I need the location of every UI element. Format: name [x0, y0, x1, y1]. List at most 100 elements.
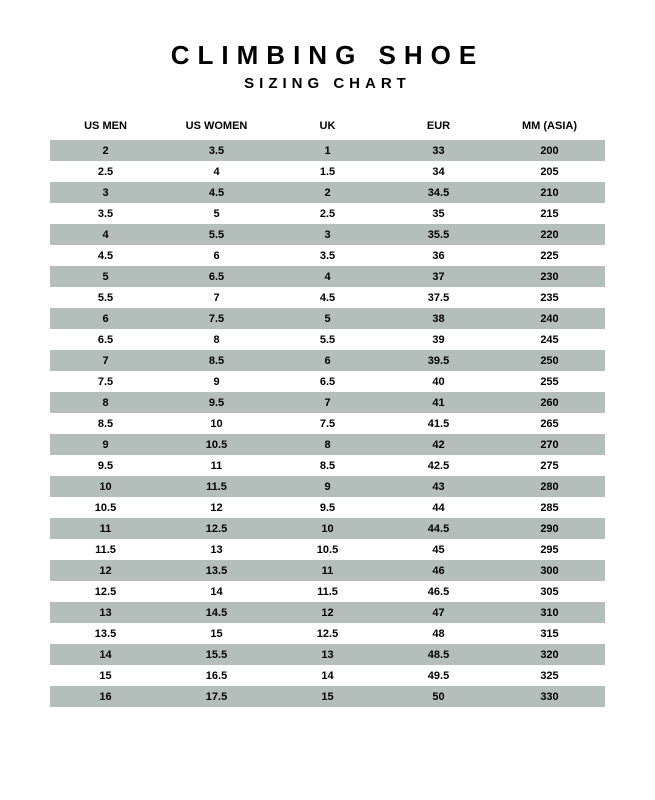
table-cell: 49.5 — [383, 665, 494, 686]
table-row: 1617.51550330 — [50, 686, 605, 707]
table-cell: 3 — [272, 224, 383, 245]
table-cell: 6 — [50, 308, 161, 329]
table-cell: 11.5 — [50, 539, 161, 560]
table-cell: 305 — [494, 581, 605, 602]
table-cell: 15 — [50, 665, 161, 686]
table-row: 6.585.539245 — [50, 329, 605, 350]
table-cell: 3.5 — [50, 203, 161, 224]
table-cell: 9.5 — [272, 497, 383, 518]
table-cell: 210 — [494, 182, 605, 203]
table-cell: 200 — [494, 140, 605, 161]
table-cell: 3.5 — [272, 245, 383, 266]
table-cell: 5.5 — [161, 224, 272, 245]
table-cell: 35.5 — [383, 224, 494, 245]
table-row: 67.5538240 — [50, 308, 605, 329]
table-cell: 48 — [383, 623, 494, 644]
table-cell: 14 — [161, 581, 272, 602]
table-cell: 50 — [383, 686, 494, 707]
table-row: 11.51310.545295 — [50, 539, 605, 560]
table-cell: 11 — [50, 518, 161, 539]
table-cell: 38 — [383, 308, 494, 329]
table-row: 5.574.537.5235 — [50, 287, 605, 308]
table-cell: 43 — [383, 476, 494, 497]
table-cell: 12.5 — [50, 581, 161, 602]
table-cell: 16 — [50, 686, 161, 707]
table-cell: 9 — [161, 371, 272, 392]
table-cell: 15.5 — [161, 644, 272, 665]
table-row: 910.5842270 — [50, 434, 605, 455]
table-cell: 1.5 — [272, 161, 383, 182]
table-row: 56.5437230 — [50, 266, 605, 287]
chart-subtitle: SIZING CHART — [50, 75, 605, 92]
table-cell: 330 — [494, 686, 605, 707]
table-cell: 8.5 — [50, 413, 161, 434]
table-row: 78.5639.5250 — [50, 350, 605, 371]
table-cell: 320 — [494, 644, 605, 665]
table-cell: 4 — [272, 266, 383, 287]
table-cell: 45 — [383, 539, 494, 560]
table-cell: 2 — [50, 140, 161, 161]
table-cell: 315 — [494, 623, 605, 644]
table-cell: 5 — [272, 308, 383, 329]
table-cell: 13.5 — [50, 623, 161, 644]
table-cell: 39.5 — [383, 350, 494, 371]
sizing-table: US MENUS WOMENUKEURMM (ASIA) 23.51332002… — [50, 114, 605, 707]
table-row: 13.51512.548315 — [50, 623, 605, 644]
table-cell: 4 — [161, 161, 272, 182]
table-cell: 15 — [272, 686, 383, 707]
table-cell: 4 — [50, 224, 161, 245]
table-row: 1314.51247310 — [50, 602, 605, 623]
table-cell: 8 — [50, 392, 161, 413]
table-cell: 6 — [272, 350, 383, 371]
table-cell: 3 — [50, 182, 161, 203]
table-cell: 7.5 — [50, 371, 161, 392]
table-cell: 12 — [161, 497, 272, 518]
table-cell: 220 — [494, 224, 605, 245]
table-header-cell: MM (ASIA) — [494, 114, 605, 140]
table-cell: 11.5 — [272, 581, 383, 602]
table-row: 7.596.540255 — [50, 371, 605, 392]
table-cell: 205 — [494, 161, 605, 182]
table-cell: 2.5 — [50, 161, 161, 182]
table-cell: 10.5 — [272, 539, 383, 560]
table-cell: 13 — [50, 602, 161, 623]
table-cell: 7.5 — [272, 413, 383, 434]
table-cell: 16.5 — [161, 665, 272, 686]
table-cell: 260 — [494, 392, 605, 413]
table-cell: 8.5 — [272, 455, 383, 476]
table-cell: 46 — [383, 560, 494, 581]
table-cell: 4.5 — [50, 245, 161, 266]
table-cell: 9.5 — [161, 392, 272, 413]
chart-title: CLIMBING SHOE — [50, 40, 605, 71]
table-cell: 270 — [494, 434, 605, 455]
table-cell: 235 — [494, 287, 605, 308]
table-cell: 12.5 — [272, 623, 383, 644]
table-row: 9.5118.542.5275 — [50, 455, 605, 476]
table-row: 2.541.534205 — [50, 161, 605, 182]
table-row: 4.563.536225 — [50, 245, 605, 266]
table-cell: 12 — [272, 602, 383, 623]
table-cell: 46.5 — [383, 581, 494, 602]
table-row: 34.5234.5210 — [50, 182, 605, 203]
table-row: 23.5133200 — [50, 140, 605, 161]
table-cell: 2 — [272, 182, 383, 203]
table-cell: 290 — [494, 518, 605, 539]
table-cell: 10.5 — [161, 434, 272, 455]
table-cell: 13 — [161, 539, 272, 560]
table-cell: 255 — [494, 371, 605, 392]
table-cell: 280 — [494, 476, 605, 497]
table-cell: 36 — [383, 245, 494, 266]
table-cell: 13.5 — [161, 560, 272, 581]
table-cell: 34 — [383, 161, 494, 182]
table-row: 1516.51449.5325 — [50, 665, 605, 686]
table-cell: 4.5 — [272, 287, 383, 308]
table-cell: 42 — [383, 434, 494, 455]
table-cell: 6.5 — [161, 266, 272, 287]
table-cell: 9 — [272, 476, 383, 497]
table-cell: 5 — [161, 203, 272, 224]
table-cell: 9 — [50, 434, 161, 455]
table-cell: 48.5 — [383, 644, 494, 665]
table-cell: 35 — [383, 203, 494, 224]
table-cell: 6 — [161, 245, 272, 266]
table-header-cell: EUR — [383, 114, 494, 140]
